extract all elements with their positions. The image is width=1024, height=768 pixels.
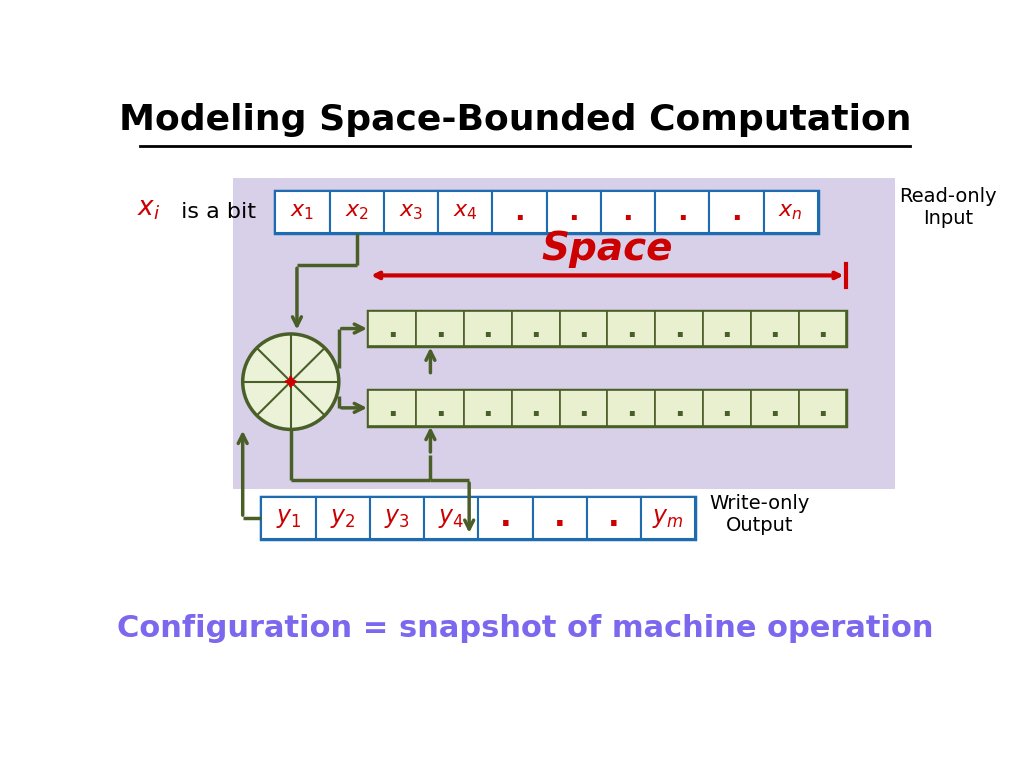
Circle shape [243,334,339,429]
Text: .: . [568,198,579,227]
FancyBboxPatch shape [493,191,547,233]
FancyBboxPatch shape [369,311,416,346]
FancyBboxPatch shape [559,311,607,346]
FancyBboxPatch shape [424,497,478,539]
Text: .: . [817,394,827,422]
FancyBboxPatch shape [559,390,607,425]
Text: Read-only
Input: Read-only Input [899,187,996,228]
Text: .: . [626,315,637,343]
FancyBboxPatch shape [751,311,799,346]
FancyBboxPatch shape [702,311,751,346]
Text: .: . [482,315,494,343]
Text: .: . [579,315,589,343]
FancyBboxPatch shape [232,177,895,489]
Text: $y_{1}$: $y_{1}$ [275,506,301,530]
FancyBboxPatch shape [438,191,493,233]
FancyBboxPatch shape [799,390,847,425]
Text: .: . [482,394,494,422]
FancyBboxPatch shape [587,497,641,539]
FancyBboxPatch shape [702,390,751,425]
FancyBboxPatch shape [655,390,702,425]
Text: .: . [623,198,633,227]
FancyBboxPatch shape [369,390,847,425]
FancyBboxPatch shape [512,390,559,425]
FancyBboxPatch shape [478,497,532,539]
Text: .: . [731,198,741,227]
FancyBboxPatch shape [369,311,847,346]
Text: .: . [722,394,732,422]
Text: .: . [626,394,637,422]
Text: .: . [500,504,511,532]
FancyBboxPatch shape [275,191,330,233]
Text: .: . [769,315,780,343]
Text: $x_{4}$: $x_{4}$ [453,202,477,222]
Text: Modeling Space-Bounded Computation: Modeling Space-Bounded Computation [119,103,911,137]
FancyBboxPatch shape [532,497,587,539]
Text: .: . [817,315,827,343]
Text: .: . [530,394,541,422]
Text: .: . [434,315,445,343]
Text: $x_{2}$: $x_{2}$ [345,202,369,222]
Text: Space: Space [542,230,673,268]
FancyBboxPatch shape [416,311,464,346]
Text: $x_{1}$: $x_{1}$ [291,202,314,222]
Text: .: . [434,394,445,422]
Text: .: . [608,504,620,532]
FancyBboxPatch shape [764,191,818,233]
Text: .: . [514,198,524,227]
Text: .: . [554,504,565,532]
Text: $y_{3}$: $y_{3}$ [384,506,410,530]
Text: .: . [387,315,397,343]
Text: .: . [579,394,589,422]
FancyBboxPatch shape [607,311,655,346]
FancyBboxPatch shape [641,497,695,539]
FancyBboxPatch shape [655,191,710,233]
FancyBboxPatch shape [655,311,702,346]
Text: .: . [677,198,687,227]
Text: .: . [769,394,780,422]
FancyBboxPatch shape [464,311,512,346]
Text: Configuration = snapshot of machine operation: Configuration = snapshot of machine oper… [117,614,933,643]
FancyBboxPatch shape [547,191,601,233]
FancyBboxPatch shape [315,497,370,539]
FancyBboxPatch shape [384,191,438,233]
FancyBboxPatch shape [464,390,512,425]
FancyBboxPatch shape [607,390,655,425]
FancyBboxPatch shape [512,311,559,346]
FancyBboxPatch shape [261,497,315,539]
FancyBboxPatch shape [261,497,695,539]
Text: .: . [674,394,684,422]
Text: Write-only
Output: Write-only Output [710,494,810,535]
Text: .: . [530,315,541,343]
FancyBboxPatch shape [330,191,384,233]
Text: $x_i$: $x_i$ [137,196,161,222]
FancyBboxPatch shape [369,390,416,425]
Text: $y_{4}$: $y_{4}$ [438,506,464,530]
FancyBboxPatch shape [370,497,424,539]
Text: is a bit: is a bit [174,202,256,222]
Text: $x_{n}$: $x_{n}$ [778,202,803,222]
Text: .: . [387,394,397,422]
Text: $y_{2}$: $y_{2}$ [330,506,355,530]
FancyBboxPatch shape [710,191,764,233]
Text: .: . [722,315,732,343]
FancyBboxPatch shape [799,311,847,346]
Text: $y_{m}$: $y_{m}$ [652,506,684,530]
Text: .: . [674,315,684,343]
Text: $x_{3}$: $x_{3}$ [398,202,423,222]
FancyBboxPatch shape [416,390,464,425]
FancyBboxPatch shape [751,390,799,425]
FancyBboxPatch shape [275,191,818,233]
FancyBboxPatch shape [601,191,655,233]
